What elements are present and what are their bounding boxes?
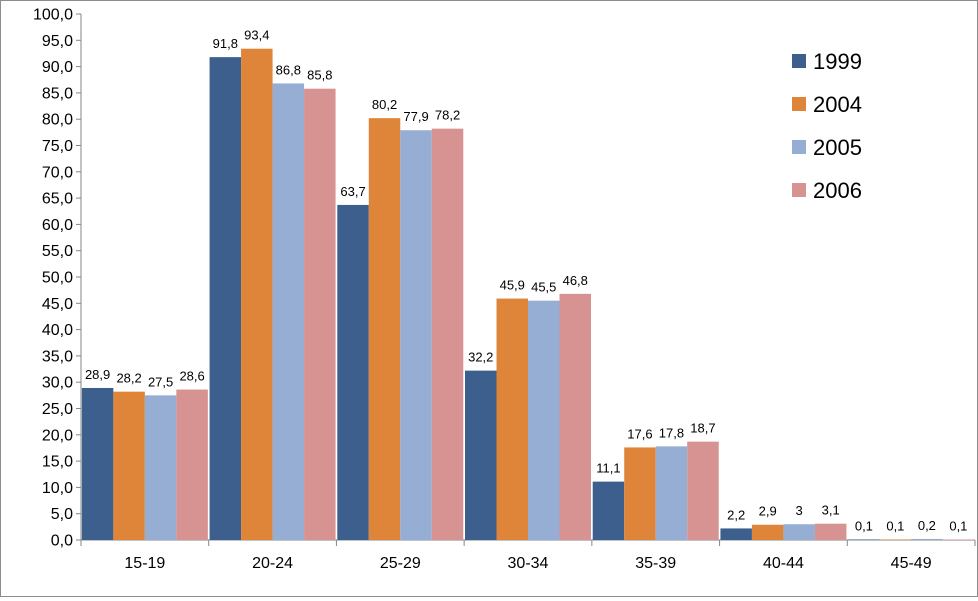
- bar: [559, 293, 591, 540]
- legend-label: 1999: [813, 49, 862, 74]
- y-tick-label: 50,0: [42, 270, 73, 287]
- y-tick-label: 45,0: [42, 296, 73, 313]
- y-tick-label: 20,0: [42, 427, 73, 444]
- data-label: 28,9: [85, 367, 110, 382]
- bar: [496, 298, 528, 540]
- y-tick-label: 80,0: [42, 112, 73, 129]
- data-label: 28,2: [116, 371, 141, 386]
- y-tick-label: 35,0: [42, 348, 73, 365]
- y-tick-label: 40,0: [42, 322, 73, 339]
- legend-label: 2005: [813, 135, 862, 160]
- data-label: 27,5: [148, 374, 173, 389]
- bars: [81, 48, 975, 541]
- x-tick-label: 35-39: [635, 555, 676, 572]
- bar: [814, 523, 847, 540]
- bar: [624, 447, 656, 540]
- y-tick-label: 85,0: [42, 85, 73, 102]
- data-label: 93,4: [244, 28, 269, 43]
- y-tick-label: 100,0: [33, 7, 73, 24]
- data-label: 63,7: [340, 184, 365, 199]
- legend-swatch: [792, 97, 806, 111]
- bar: [879, 539, 912, 540]
- data-label: 18,7: [690, 421, 715, 436]
- bar: [592, 481, 625, 540]
- bar: [655, 446, 688, 540]
- x-tick-label: 25-29: [380, 555, 421, 572]
- bar: [304, 88, 336, 540]
- bar: [942, 539, 975, 540]
- bar: [113, 391, 145, 540]
- legend-swatch: [792, 54, 806, 68]
- bar: [465, 370, 497, 540]
- data-label: 46,8: [563, 273, 588, 288]
- y-tick-label: 65,0: [42, 191, 73, 208]
- data-label: 17,6: [627, 426, 652, 441]
- data-label: 17,8: [659, 425, 684, 440]
- axes: 0,0 5,0 10,0 15,0 20,0 25,0 30,0 35,0 40,0 45,0 50…: [33, 7, 976, 572]
- y-tick-label: 55,0: [42, 243, 73, 260]
- y-tick-label: 90,0: [42, 59, 73, 76]
- data-label: 78,2: [435, 108, 460, 123]
- data-label: 32,2: [468, 350, 493, 365]
- data-label: 77,9: [403, 109, 428, 124]
- bar: [272, 83, 305, 540]
- bar: [81, 387, 114, 540]
- y-tick-label: 70,0: [42, 164, 73, 181]
- data-label: 0,2: [918, 518, 936, 533]
- data-label: 28,6: [179, 369, 204, 384]
- bar: [368, 118, 401, 540]
- data-label: 2,2: [727, 507, 745, 522]
- data-label: 3,1: [822, 503, 840, 518]
- data-label: 86,8: [276, 62, 301, 77]
- data-label: 11,1: [596, 461, 620, 476]
- bar: [431, 128, 464, 540]
- bar: [241, 48, 273, 540]
- legend-label: 2004: [813, 92, 862, 117]
- x-tick-label: 20-24: [252, 555, 293, 572]
- data-label: 80,2: [372, 97, 397, 112]
- bar: [911, 538, 943, 540]
- bar: [144, 395, 177, 540]
- x-tick-label: 30-34: [508, 555, 549, 572]
- bar: [176, 389, 208, 540]
- bar: [337, 204, 369, 541]
- data-label: 85,8: [307, 68, 332, 83]
- legend-swatch: [792, 183, 806, 197]
- x-tick-label: 45-49: [891, 555, 932, 572]
- data-label: 45,9: [500, 278, 525, 293]
- legend-label: 2006: [813, 178, 862, 203]
- y-tick-label: 15,0: [42, 454, 73, 471]
- data-label: 45,5: [531, 280, 556, 295]
- bar: [751, 524, 784, 540]
- data-label: 0,1: [886, 518, 904, 533]
- y-tick-label: 75,0: [42, 138, 73, 155]
- data-label: 3: [796, 503, 803, 518]
- bar: [687, 441, 719, 540]
- y-tick-label: 0,0: [51, 533, 73, 550]
- y-tick-label: 95,0: [42, 33, 73, 50]
- y-tick-label: 5,0: [51, 506, 73, 523]
- bar: [528, 300, 560, 540]
- x-tick-label: 15-19: [124, 555, 165, 572]
- y-tick-label: 60,0: [42, 217, 73, 234]
- x-tick-label: 40-44: [763, 555, 804, 572]
- data-label: 0,1: [949, 518, 967, 533]
- bar: [848, 539, 880, 540]
- bar: [400, 130, 432, 540]
- bar: [783, 524, 815, 540]
- y-tick-label: 30,0: [42, 375, 73, 392]
- y-tick-label: 10,0: [42, 480, 73, 497]
- data-label: 0,1: [855, 518, 873, 533]
- data-label: 91,8: [213, 36, 238, 51]
- bar: [720, 528, 752, 540]
- legend-swatch: [792, 140, 806, 154]
- y-tick-label: 25,0: [42, 401, 73, 418]
- bar: [209, 57, 242, 541]
- data-labels: 28,9 28,2 27,5 28,6 91,8 93,4 86,8 85,8 63,7 80,2…: [85, 28, 967, 534]
- data-label: 2,9: [759, 504, 777, 519]
- legend: 1999 2004 2005 2006: [792, 49, 862, 203]
